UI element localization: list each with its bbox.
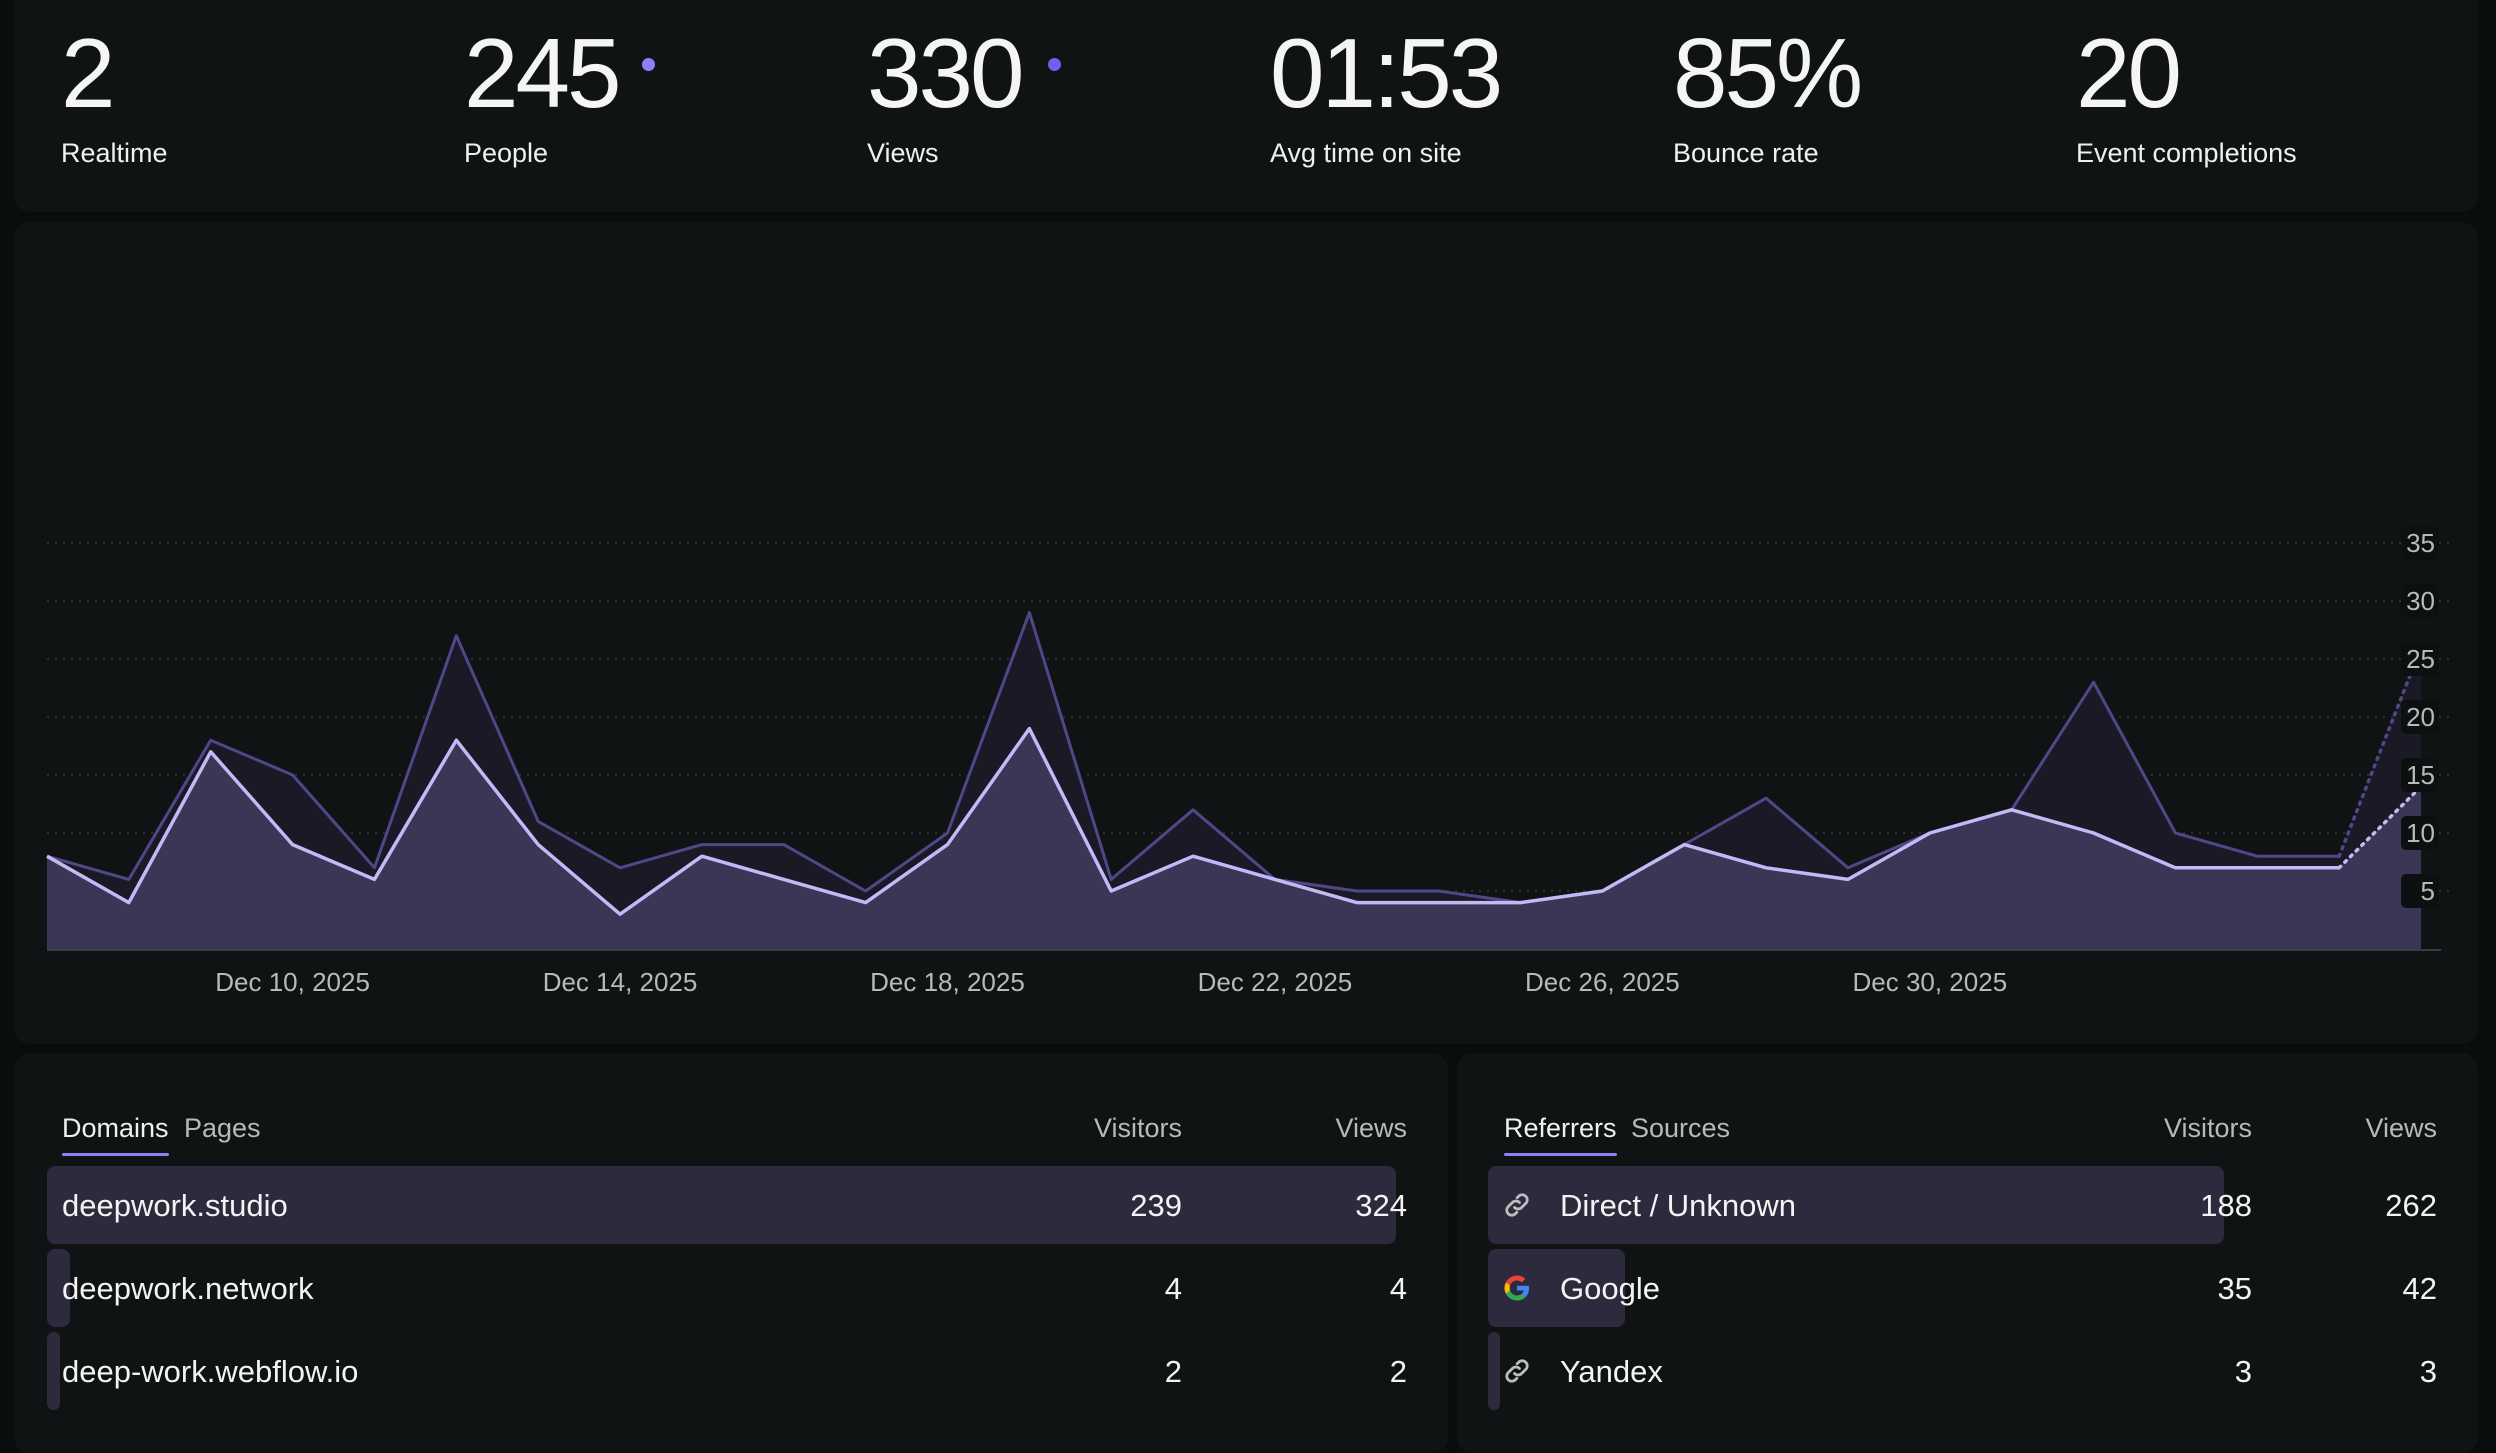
x-tick-label: Dec 10, 2025 <box>215 967 370 997</box>
traffic-chart[interactable]: 5 10 15 20 25 30 35 Dec 10, 2025 Dec 14, 2025 Dec… <box>14 222 2478 1044</box>
y-tick-background <box>2401 584 2439 618</box>
column-header-views[interactable]: Views <box>1335 1113 1407 1143</box>
tab-domains[interactable]: Domains <box>62 1113 169 1156</box>
stat-label: Avg time on site <box>1270 138 1462 168</box>
y-tick-label: 30 <box>2406 586 2435 616</box>
y-tick-label: 25 <box>2406 644 2435 674</box>
stat-value: 330 <box>867 18 1025 128</box>
tab-sources[interactable]: Sources <box>1631 1113 1730 1144</box>
x-tick-label: Dec 22, 2025 <box>1198 967 1353 997</box>
people-line <box>46 726 2340 916</box>
stat-label: People <box>464 138 549 168</box>
series-dot-icon <box>1048 58 1061 71</box>
views-line-partial <box>2337 645 2423 858</box>
row-views: 324 <box>1355 1188 1407 1223</box>
tab-referrers[interactable]: Referrers <box>1504 1113 1617 1156</box>
stats-panel: 2 Realtime 245 People 330 Views 01:53 Av… <box>14 0 2478 212</box>
row-share-bar <box>47 1166 1396 1244</box>
y-tick-background <box>2401 874 2439 908</box>
views-area <box>47 612 2421 949</box>
column-header-visitors[interactable]: Visitors <box>2163 1113 2252 1143</box>
stat-value: 2 <box>61 18 115 128</box>
row-label: deep-work.webflow.io <box>62 1354 359 1389</box>
chart-panel: 5 10 15 20 25 30 35 Dec 10, 2025 Dec 14, 2025 Dec… <box>14 222 2478 1044</box>
x-tick-label: Dec 18, 2025 <box>870 967 1025 997</box>
y-tick-label: 10 <box>2406 818 2435 848</box>
stat-value: 20 <box>2076 18 2182 128</box>
column-header-visitors[interactable]: Visitors <box>1093 1113 1182 1143</box>
row-visitors: 2 <box>1164 1354 1182 1389</box>
y-tick-background <box>2401 700 2439 734</box>
tab-label: Sources <box>1631 1113 1731 1143</box>
y-tick-background <box>2401 816 2439 850</box>
tab-underline <box>1504 1153 1617 1156</box>
column-header-views[interactable]: Views <box>2365 1113 2437 1143</box>
row-views: 262 <box>2385 1188 2437 1223</box>
people-line-partial <box>2337 784 2423 870</box>
tab-label: Pages <box>184 1113 261 1143</box>
row-label: Direct / Unknown <box>1560 1188 1797 1223</box>
row-label: deepwork.studio <box>62 1188 288 1223</box>
y-tick-label: 20 <box>2406 702 2435 732</box>
stat-value: 01:53 <box>1270 18 1503 128</box>
row-visitors: 239 <box>1130 1188 1182 1223</box>
people-area <box>47 728 2421 949</box>
y-tick-label: 35 <box>2406 528 2435 558</box>
row-label: Google <box>1560 1271 1660 1306</box>
series-dot-icon <box>642 58 655 71</box>
row-label: deepwork.network <box>62 1271 314 1306</box>
x-tick-label: Dec 14, 2025 <box>543 967 698 997</box>
stat-value: 85% <box>1673 18 1863 128</box>
tab-underline <box>62 1153 169 1156</box>
row-views: 42 <box>2402 1271 2437 1306</box>
row-share-bar <box>1488 1332 1500 1410</box>
link-icon <box>1505 1359 1529 1383</box>
row-share-bar <box>1488 1166 2224 1244</box>
y-tick-background <box>2401 642 2439 676</box>
row-share-bar <box>47 1249 70 1327</box>
row-share-bar <box>1488 1249 1625 1327</box>
table-row[interactable]: deep-work.webflow.io 2 2 <box>47 1332 1407 1412</box>
table-row[interactable]: deepwork.network 4 4 <box>47 1249 1407 1329</box>
tab-label: Referrers <box>1504 1113 1617 1143</box>
table-row[interactable]: Google 35 42 <box>1488 1249 2437 1329</box>
referrers-panel: Referrers Sources Visitors Views Direct … <box>1457 1053 2478 1453</box>
table-row[interactable]: deepwork.studio 239 324 <box>47 1166 1407 1246</box>
tab-label: Domains <box>62 1113 169 1143</box>
row-visitors: 3 <box>2234 1354 2252 1389</box>
y-tick-background <box>2401 758 2439 792</box>
y-tick-label: 15 <box>2406 760 2435 790</box>
row-visitors: 188 <box>2200 1188 2252 1223</box>
row-views: 3 <box>2419 1354 2437 1389</box>
stat-label: Event completions <box>2076 138 2297 168</box>
x-tick-label: Dec 26, 2025 <box>1525 967 1680 997</box>
stat-label: Realtime <box>61 138 168 168</box>
table-row[interactable]: Direct / Unknown 188 262 <box>1488 1166 2437 1246</box>
row-visitors: 4 <box>1164 1271 1182 1306</box>
google-icon <box>1504 1275 1529 1301</box>
stat-label: Views <box>867 138 939 168</box>
row-visitors: 35 <box>2217 1271 2252 1306</box>
row-share-bar <box>47 1332 60 1410</box>
link-icon <box>1505 1193 1529 1217</box>
x-tick-label: Dec 30, 2025 <box>1852 967 2007 997</box>
y-tick-background <box>2401 526 2439 560</box>
y-tick-label: 5 <box>2421 876 2435 906</box>
domains-panel: Domains Pages Visitors Views deepwork.st… <box>14 1053 1448 1453</box>
row-label: Yandex <box>1560 1354 1663 1389</box>
row-views: 4 <box>1389 1271 1407 1306</box>
stat-label: Bounce rate <box>1673 138 1819 168</box>
stat-value: 245 <box>464 18 622 128</box>
row-views: 2 <box>1389 1354 1407 1389</box>
tab-pages[interactable]: Pages <box>184 1113 261 1144</box>
table-row[interactable]: Yandex 3 3 <box>1488 1332 2437 1412</box>
